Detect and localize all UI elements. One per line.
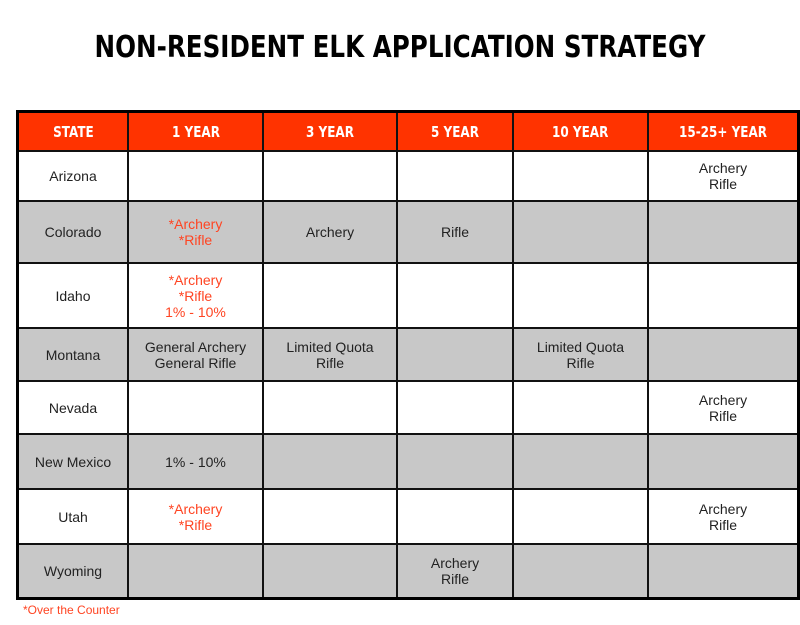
table-row: Montana General Archery General Rifle Limit… <box>16 327 800 382</box>
cell-line: Rifle <box>566 354 595 371</box>
table-header-row: STATE 1 YEAR 3 YEAR 5 YEAR 10 YEAR 15-25+ YEA… <box>16 110 800 152</box>
strategy-cell <box>396 262 514 329</box>
table-row: Idaho *Archery *Rifle 1% - 10% <box>16 262 800 329</box>
strategy-cell: Limited Quota Rifle <box>262 327 398 382</box>
cell-line: Rifle <box>708 176 737 192</box>
strategy-cell: *Archery *Rifle <box>127 200 264 264</box>
cell-line: *Archery <box>168 216 223 232</box>
state-cell: Colorado <box>16 200 129 264</box>
strategy-cell <box>262 262 398 329</box>
strategy-cell: Rifle <box>396 200 514 264</box>
table-row: Utah *Archery *Rifle Archery Rifle <box>16 488 800 545</box>
strategy-cell: Archery Rifle <box>647 150 800 202</box>
column-header: 15-25+ YEAR <box>647 110 800 152</box>
strategy-cell: Archery Rifle <box>647 380 800 435</box>
state-cell: Idaho <box>16 262 129 329</box>
column-header: 1 YEAR <box>127 110 264 152</box>
strategy-cell: Archery Rifle <box>396 543 514 599</box>
strategy-cell: General Archery General Rifle <box>127 327 264 382</box>
cell-line: Rifle <box>440 570 469 587</box>
strategy-cell <box>396 327 514 382</box>
cell-line: Archery <box>430 554 480 571</box>
page-title: NON-RESIDENT ELK APPLICATION STRATEGY <box>94 30 706 65</box>
table-row: Nevada Archery Rifle <box>16 380 800 435</box>
cell-line: Archery <box>305 224 355 240</box>
strategy-cell <box>396 150 514 202</box>
state-cell: New Mexico <box>16 433 129 490</box>
strategy-cell <box>647 200 800 264</box>
strategy-cell <box>512 262 649 329</box>
cell-line: Archery <box>698 391 748 408</box>
strategy-cell <box>647 327 800 382</box>
table-row: Wyoming Archery Rifle <box>16 543 800 599</box>
strategy-cell <box>127 380 264 435</box>
strategy-cell <box>127 543 264 599</box>
column-header-label: STATE <box>52 122 94 141</box>
strategy-cell: Archery <box>262 200 398 264</box>
state-cell: Nevada <box>16 380 129 435</box>
column-header: 5 YEAR <box>396 110 514 152</box>
column-header-label: 5 YEAR <box>431 122 479 141</box>
cell-line: Rifle <box>708 407 737 424</box>
table-row: Arizona Archery Rifle <box>16 150 800 202</box>
strategy-cell <box>512 150 649 202</box>
strategy-cell: 1% - 10% <box>127 433 264 490</box>
table-row: New Mexico 1% - 10% <box>16 433 800 490</box>
strategy-cell: Limited Quota Rifle <box>512 327 649 382</box>
strategy-cell <box>512 380 649 435</box>
cell-line: 1% - 10% <box>165 453 226 470</box>
state-cell: Arizona <box>16 150 129 202</box>
column-header: STATE <box>16 110 129 152</box>
strategy-cell <box>262 380 398 435</box>
column-header-label: 10 YEAR <box>552 122 609 141</box>
strategy-cell <box>512 488 649 545</box>
strategy-cell <box>647 433 800 490</box>
strategy-cell: *Archery *Rifle <box>127 488 264 545</box>
column-header: 3 YEAR <box>262 110 398 152</box>
state-cell: Utah <box>16 488 129 545</box>
cell-line: General Rifle <box>154 354 237 371</box>
elk-strategy-table: STATE 1 YEAR 3 YEAR 5 YEAR 10 YEAR 15-25+ YEA… <box>16 110 800 600</box>
strategy-cell <box>512 200 649 264</box>
strategy-cell <box>396 380 514 435</box>
table-row: Colorado *Archery *Rifle Archery Rifle <box>16 200 800 264</box>
strategy-cell <box>127 150 264 202</box>
cell-line: *Archery <box>168 500 223 517</box>
cell-line: *Rifle <box>178 232 213 248</box>
column-header-label: 15-25+ YEAR <box>678 122 768 141</box>
cell-line: Archery <box>698 500 748 517</box>
cell-line: 1% - 10% <box>165 303 226 320</box>
strategy-cell <box>512 433 649 490</box>
strategy-cell <box>262 433 398 490</box>
strategy-cell <box>396 488 514 545</box>
cell-line: Limited Quota <box>536 338 625 355</box>
footnote: *Over the Counter <box>23 603 120 617</box>
column-header-label: 3 YEAR <box>306 122 354 141</box>
state-cell: Wyoming <box>16 543 129 599</box>
strategy-cell: Archery Rifle <box>647 488 800 545</box>
column-header: 10 YEAR <box>512 110 649 152</box>
state-cell: Montana <box>16 327 129 382</box>
strategy-cell <box>262 488 398 545</box>
cell-line: Rifle <box>315 354 344 371</box>
cell-line: *Archery <box>168 271 223 288</box>
cell-line: *Rifle <box>178 516 213 533</box>
cell-line: Archery <box>698 160 748 176</box>
column-header-label: 1 YEAR <box>171 122 220 141</box>
cell-line: *Rifle <box>178 287 213 304</box>
strategy-cell <box>647 543 800 599</box>
cell-line: Rifle <box>708 516 737 533</box>
strategy-cell <box>262 150 398 202</box>
strategy-cell: *Archery *Rifle 1% - 10% <box>127 262 264 329</box>
strategy-cell <box>396 433 514 490</box>
strategy-cell <box>647 262 800 329</box>
cell-line: Rifle <box>440 224 469 240</box>
cell-line: Limited Quota <box>286 338 374 355</box>
table-body: Arizona Archery Rifle Colorado *Archery *Rifl… <box>16 150 800 599</box>
strategy-cell <box>512 543 649 599</box>
cell-line: General Archery <box>144 338 247 355</box>
strategy-cell <box>262 543 398 599</box>
